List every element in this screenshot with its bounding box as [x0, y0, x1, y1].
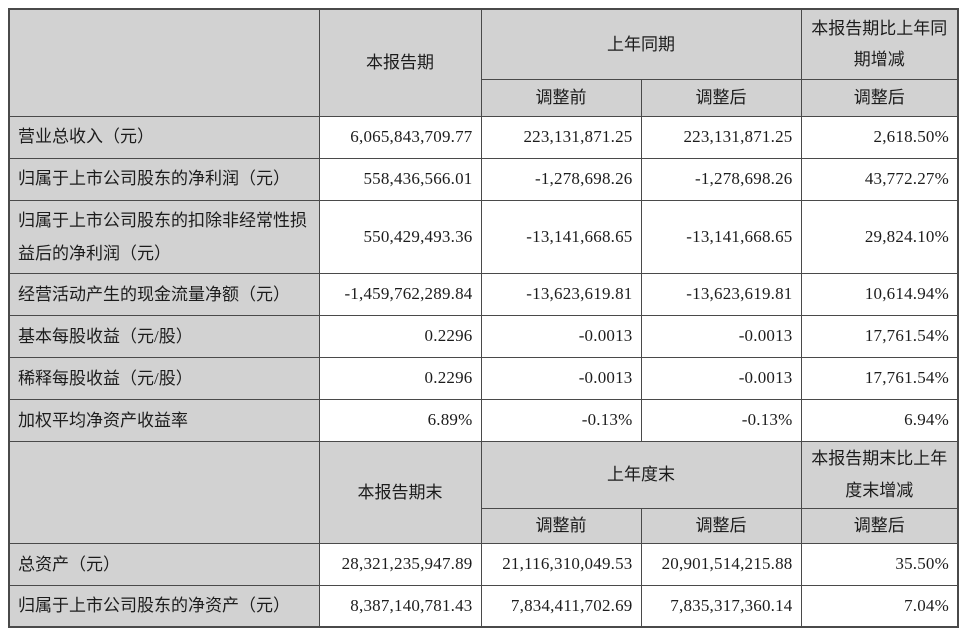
- subheader-change-after-adjustment: 调整后: [800, 507, 959, 544]
- row-label: 营业总收入（元）: [8, 115, 320, 159]
- financial-summary-table: 本报告期 上年同期 本报告期比上年同期增减 调整前 调整后 调整后 营业总收入（…: [8, 8, 959, 629]
- row-label: 经营活动产生的现金流量净额（元）: [8, 272, 320, 316]
- value-before-adjust: 21,116,310,049.53: [480, 542, 642, 586]
- value-current: 6,065,843,709.77: [318, 115, 482, 159]
- row-label: 基本每股收益（元/股）: [8, 314, 320, 358]
- value-after-adjust: -0.13%: [640, 398, 802, 442]
- col-header-current-period: 本报告期: [318, 8, 482, 117]
- subheader-after-adjustment: 调整后: [640, 507, 802, 544]
- value-after-adjust: -13,141,668.65: [640, 199, 802, 274]
- value-change: 10,614.94%: [800, 272, 959, 316]
- table-row-net-assets: 归属于上市公司股东的净资产（元） 8,387,140,781.43 7,834,…: [8, 584, 959, 628]
- row-label: 稀释每股收益（元/股）: [8, 356, 320, 400]
- value-change: 2,618.50%: [800, 115, 959, 159]
- col-header-prior-period-group: 上年同期: [480, 8, 802, 80]
- table-row-basic-eps: 基本每股收益（元/股） 0.2296 -0.0013 -0.0013 17,76…: [8, 314, 959, 358]
- table-row-operating-cash-flow: 经营活动产生的现金流量净额（元） -1,459,762,289.84 -13,6…: [8, 272, 959, 316]
- value-change: 17,761.54%: [800, 356, 959, 400]
- subheader-change-after-adjustment: 调整后: [800, 78, 959, 117]
- row-label: 归属于上市公司股东的净利润（元）: [8, 157, 320, 201]
- value-change: 6.94%: [800, 398, 959, 442]
- value-current: 550,429,493.36: [318, 199, 482, 274]
- value-after-adjust: 20,901,514,215.88: [640, 542, 802, 586]
- value-after-adjust: -13,623,619.81: [640, 272, 802, 316]
- subheader-after-adjustment: 调整后: [640, 78, 802, 117]
- table-row-total-assets: 总资产（元） 28,321,235,947.89 21,116,310,049.…: [8, 542, 959, 586]
- row-label: 归属于上市公司股东的净资产（元）: [8, 584, 320, 628]
- col-header-end-of-period: 本报告期末: [318, 440, 482, 544]
- value-after-adjust: -1,278,698.26: [640, 157, 802, 201]
- value-after-adjust: 223,131,871.25: [640, 115, 802, 159]
- value-change: 7.04%: [800, 584, 959, 628]
- subheader-before-adjustment: 调整前: [480, 78, 642, 117]
- table-row-weighted-avg-roe: 加权平均净资产收益率 6.89% -0.13% -0.13% 6.94%: [8, 398, 959, 442]
- subheader-before-adjustment: 调整前: [480, 507, 642, 544]
- value-current: 558,436,566.01: [318, 157, 482, 201]
- section1-header-row: 本报告期 上年同期 本报告期比上年同期增减: [8, 8, 959, 117]
- section2-subheader-row: 调整前 调整后 调整后: [9, 507, 959, 544]
- value-change: 29,824.10%: [800, 199, 959, 274]
- row-label: 归属于上市公司股东的扣除非经常性损益后的净利润（元）: [8, 199, 320, 274]
- section2-header-row: 本报告期末 上年度末 本报告期末比上年度末增减: [8, 440, 959, 544]
- value-before-adjust: -0.0013: [480, 356, 642, 400]
- col-header-endperiod-change-group: 本报告期末比上年度末增减: [800, 440, 959, 509]
- value-after-adjust: 7,835,317,360.14: [640, 584, 802, 628]
- value-current: 28,321,235,947.89: [318, 542, 482, 586]
- table-row-net-profit-excl-nonrecurring: 归属于上市公司股东的扣除非经常性损益后的净利润（元） 550,429,493.3…: [8, 199, 959, 274]
- col-header-change-group: 本报告期比上年同期增减: [800, 8, 959, 80]
- value-change: 17,761.54%: [800, 314, 959, 358]
- value-before-adjust: -1,278,698.26: [480, 157, 642, 201]
- value-before-adjust: -0.13%: [480, 398, 642, 442]
- table-row-total-revenue: 营业总收入（元） 6,065,843,709.77 223,131,871.25…: [8, 115, 959, 159]
- value-current: -1,459,762,289.84: [318, 272, 482, 316]
- value-change: 35.50%: [800, 542, 959, 586]
- value-current: 0.2296: [318, 356, 482, 400]
- value-current: 8,387,140,781.43: [318, 584, 482, 628]
- value-before-adjust: -0.0013: [480, 314, 642, 358]
- section1-subheader-row: 调整前 调整后 调整后: [9, 78, 959, 117]
- value-before-adjust: -13,141,668.65: [480, 199, 642, 274]
- corner-cell-section2: [8, 440, 320, 544]
- value-before-adjust: 223,131,871.25: [480, 115, 642, 159]
- row-label: 加权平均净资产收益率: [8, 398, 320, 442]
- table-row-diluted-eps: 稀释每股收益（元/股） 0.2296 -0.0013 -0.0013 17,76…: [8, 356, 959, 400]
- value-after-adjust: -0.0013: [640, 356, 802, 400]
- value-current: 6.89%: [318, 398, 482, 442]
- col-header-end-of-prior-year-group: 上年度末: [480, 440, 802, 509]
- value-before-adjust: 7,834,411,702.69: [480, 584, 642, 628]
- corner-cell-section1: [8, 8, 320, 117]
- value-after-adjust: -0.0013: [640, 314, 802, 358]
- table-row-net-profit: 归属于上市公司股东的净利润（元） 558,436,566.01 -1,278,6…: [8, 157, 959, 201]
- value-current: 0.2296: [318, 314, 482, 358]
- value-before-adjust: -13,623,619.81: [480, 272, 642, 316]
- value-change: 43,772.27%: [800, 157, 959, 201]
- row-label: 总资产（元）: [8, 542, 320, 586]
